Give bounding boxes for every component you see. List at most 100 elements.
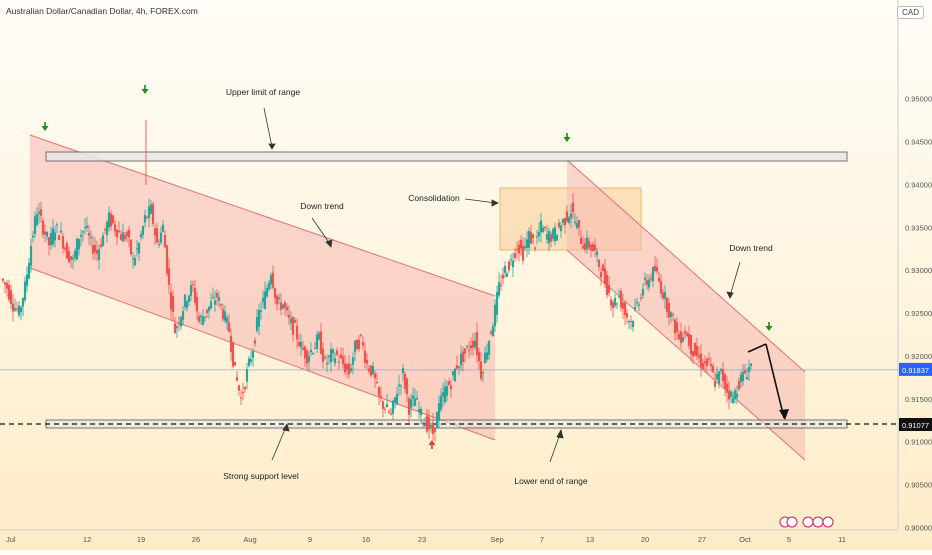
candle-body (5, 283, 9, 289)
candle-body (729, 391, 733, 398)
candle-body (649, 278, 653, 280)
candle-body (491, 326, 495, 337)
candle-body (555, 234, 559, 241)
y-tick-label: 0.90500 (905, 481, 932, 490)
candle-body (401, 368, 405, 374)
candle-body (125, 232, 129, 236)
candle-body (215, 293, 219, 298)
candle-body (739, 374, 743, 382)
candle-body (195, 296, 199, 312)
candle-body (361, 341, 365, 346)
candle-body (17, 305, 21, 316)
candle-body (533, 247, 537, 249)
candle-body (367, 368, 371, 372)
candle-body (527, 231, 531, 248)
economic-event-icons[interactable] (779, 516, 834, 528)
candle-body (611, 302, 615, 308)
candle-body (29, 245, 33, 266)
candle-body (697, 355, 701, 358)
candle-body (645, 280, 649, 285)
candle-body (373, 373, 377, 379)
candle-body (71, 257, 75, 260)
candle-body (43, 231, 47, 235)
candle-body (531, 234, 535, 238)
candle-body (459, 354, 463, 366)
currency-badge[interactable]: CAD (897, 6, 924, 19)
candle-body (219, 303, 223, 306)
candle-body (237, 385, 241, 391)
x-tick-label: 13 (586, 535, 594, 544)
candle-body (79, 234, 83, 237)
candle-body (241, 391, 245, 394)
up-arrow-icon (428, 440, 436, 449)
candle-body (273, 288, 277, 299)
candle-body (55, 224, 59, 226)
candle-body (741, 371, 745, 381)
candle-body (417, 409, 421, 413)
x-tick-label: Oct (739, 535, 752, 544)
candle-body (133, 258, 137, 266)
candle-body (173, 323, 177, 334)
candle-body (617, 295, 621, 297)
candle-body (423, 424, 427, 427)
x-tick-label: 5 (787, 535, 791, 544)
flag-icon (786, 516, 798, 528)
candle-body (325, 362, 329, 365)
candle-body (147, 206, 151, 218)
candle-body (737, 380, 741, 389)
candle-body (619, 291, 623, 308)
candle-body (551, 229, 555, 239)
candle-body (283, 302, 287, 308)
candle-body (693, 342, 697, 356)
candle-body (65, 242, 69, 259)
candle-body (205, 309, 209, 313)
x-tick-label: 19 (137, 535, 145, 544)
candle-body (599, 271, 603, 278)
candle-body (415, 397, 419, 400)
candle-body (319, 331, 323, 354)
candle-body (175, 326, 179, 329)
candle-body (601, 264, 605, 272)
candle-body (475, 332, 479, 355)
candle-body (339, 354, 343, 358)
candle-body (393, 397, 397, 403)
candle-body (621, 302, 625, 309)
candle-body (477, 351, 481, 362)
candle-body (257, 309, 261, 327)
candle-body (233, 361, 237, 366)
upper-range-rect (45, 151, 848, 162)
candle-body (99, 244, 103, 247)
candle-body (597, 259, 601, 267)
candle-body (607, 284, 611, 293)
candle-body (687, 333, 691, 346)
y-tick-label: 0.94000 (905, 180, 932, 189)
candle-body (69, 256, 73, 261)
candle-body (95, 250, 99, 254)
candle-body (287, 314, 291, 318)
candle-body (603, 268, 607, 285)
candle-body (159, 232, 163, 243)
x-tick-label: Sep (490, 535, 503, 544)
candle-body (289, 318, 293, 324)
candle-body (559, 225, 563, 232)
candle-body (651, 267, 655, 282)
candle-body (495, 291, 499, 315)
candle-body (749, 363, 753, 367)
candle-body (525, 239, 529, 248)
y-tick-label: 0.91500 (905, 395, 932, 404)
candle-body (143, 214, 147, 223)
candle-body (313, 348, 317, 350)
candle-body (323, 356, 327, 358)
candle-body (627, 321, 631, 323)
candle-body (3, 282, 7, 285)
x-tick-label: 26 (192, 535, 200, 544)
candle-body (179, 316, 183, 327)
candle-body (211, 296, 215, 298)
candle-body (229, 335, 233, 352)
candle-body (15, 308, 19, 310)
current-price-label: 0.91837 (902, 366, 929, 375)
candle-body (733, 390, 737, 399)
y-tick-label: 0.94500 (905, 138, 932, 147)
candle-body (115, 229, 119, 238)
